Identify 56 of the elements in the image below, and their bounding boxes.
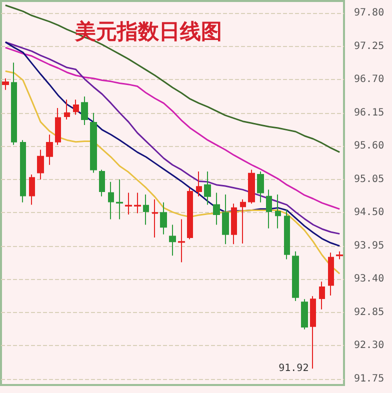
candlestick [310,296,316,370]
candlestick [64,99,70,120]
candlestick [248,169,255,204]
y-tick-label: 97.25 [354,40,384,52]
candlestick [11,62,17,146]
candlestick [284,209,290,260]
candlestick [196,171,202,197]
candlestick [231,203,237,245]
y-tick-label: 97.80 [354,8,384,19]
candlestick [301,298,308,330]
candlestick [169,224,176,256]
annotation: 91.92 [278,363,309,374]
candlestick [90,112,97,174]
text: 美元指数日线图 [74,20,222,44]
candlestick [336,250,343,260]
candlestick [266,189,272,229]
candlestick [178,218,185,263]
y-tick-label: 95.60 [354,140,384,152]
candlestick [257,171,264,203]
y-tick-label: 92.30 [354,340,384,352]
candlestick [187,187,193,240]
y-tick-label: 93.40 [354,274,384,285]
candlestick [116,178,123,220]
candlestick [143,194,149,226]
candlestick [29,174,35,206]
candlestick [275,194,281,229]
candlestick [240,198,246,244]
candlestick [222,194,229,245]
candlestick [292,250,299,302]
candlestick [37,149,44,180]
candlestick [46,134,53,166]
candlestick [319,281,325,310]
candlestick [2,78,9,90]
candlestick [125,192,132,215]
line-series [4,46,340,210]
y-tick-label: 93.95 [354,240,384,252]
y-tick-label: 94.50 [354,207,384,218]
y-tick-label: 91.75 [354,373,384,384]
candlestick [99,169,105,197]
line-series [4,70,340,274]
candlestick [152,198,158,238]
candlestick [108,181,114,220]
y-tick-label: 92.85 [354,306,384,318]
y-tick-label: 96.15 [354,107,384,118]
line-series [4,4,340,153]
candlestick [213,192,220,226]
candlestick [160,202,167,235]
candlestick [134,192,141,214]
candlestick [73,99,79,116]
candlestick [55,108,61,146]
candlestick [81,96,88,126]
y-tick-label: 95.05 [354,174,384,185]
y-tick-label: 96.70 [354,74,384,86]
candlestick [20,140,26,203]
candlestick [204,171,211,206]
candlestick [328,252,334,296]
